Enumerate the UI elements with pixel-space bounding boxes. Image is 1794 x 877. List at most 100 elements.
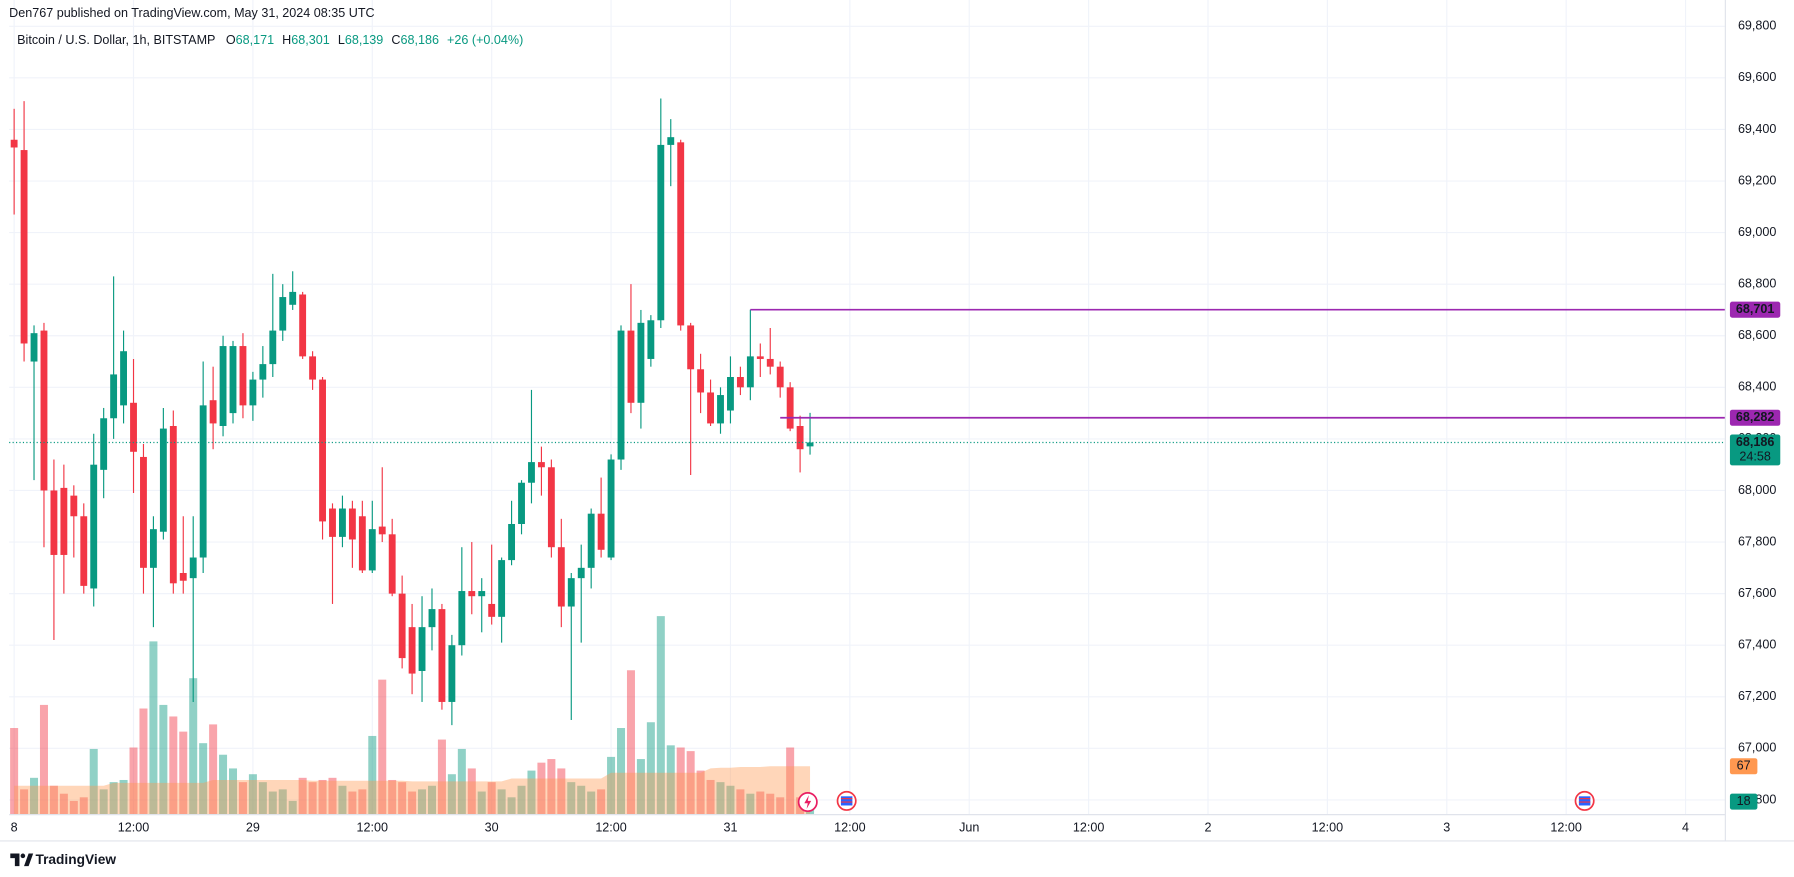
x-tick-label: 12:00	[118, 821, 149, 835]
volume-bar	[159, 704, 168, 815]
volume-bar	[577, 785, 586, 815]
candle-body	[498, 560, 506, 617]
candle-body	[110, 374, 118, 419]
candle-body	[159, 428, 167, 532]
volume-ma-area	[14, 766, 811, 815]
candle-body	[776, 366, 784, 388]
volume-bar	[686, 751, 695, 815]
volume-bar	[408, 791, 417, 815]
candle-body	[428, 609, 436, 628]
quote-value: 68,186	[400, 34, 438, 48]
y-tick-label: 67,200	[1738, 689, 1776, 703]
y-tick-label: 69,800	[1738, 19, 1776, 33]
volume-bar	[129, 747, 138, 815]
volume-bar	[517, 785, 526, 815]
candle-body	[199, 405, 207, 558]
candle-body	[140, 456, 147, 568]
candle-body	[746, 356, 754, 388]
brand-name: TradingView	[35, 852, 116, 867]
grid	[9, 0, 1726, 815]
volume-bar	[368, 735, 377, 815]
candle-body	[189, 557, 197, 579]
volume-bar	[229, 768, 238, 815]
y-tick-label: 68,400	[1738, 380, 1776, 394]
candle-body	[319, 379, 326, 522]
volume-bar	[268, 791, 277, 815]
candle-body	[149, 529, 157, 568]
volume-bar	[497, 789, 506, 815]
candle-body	[50, 490, 58, 555]
volume-bar	[567, 782, 576, 815]
countdown-label: 24:58	[1739, 450, 1770, 464]
candle-body	[100, 418, 108, 470]
candle-body	[756, 356, 764, 359]
candle-body	[518, 482, 525, 524]
candle-body	[169, 426, 177, 584]
x-tick-label: Jun	[959, 821, 979, 835]
volume-bar	[626, 670, 635, 815]
volume-bar	[99, 789, 108, 815]
candle-body	[90, 464, 98, 589]
volume-bar	[776, 797, 785, 815]
candle-body	[478, 591, 486, 597]
published-note: Den767 published on TradingView.com, May…	[9, 6, 374, 20]
x-tick-label: 4	[1682, 821, 1689, 835]
candle-body	[229, 346, 237, 414]
candle-body	[806, 442, 814, 447]
volume-bar	[786, 747, 795, 815]
volume-bar	[676, 747, 685, 815]
quote-value: 68,171	[236, 34, 274, 48]
candle-body	[687, 325, 695, 370]
event-icon	[797, 792, 818, 813]
volume-bar	[487, 782, 496, 815]
volume-bar	[189, 678, 198, 815]
volume-bar	[348, 791, 357, 815]
candle-body	[637, 322, 645, 403]
volume-bar	[507, 797, 516, 815]
candle-body	[30, 333, 38, 362]
volume-bar	[746, 793, 755, 815]
volume-bar	[199, 743, 208, 815]
candle-body	[508, 523, 516, 561]
candle-body	[488, 603, 496, 617]
candle-body	[80, 516, 88, 586]
x-tick-label: 30	[485, 821, 499, 835]
candle-body	[786, 387, 794, 429]
volume-bar	[617, 728, 626, 815]
candle-body	[547, 467, 555, 548]
volume-bar	[219, 754, 228, 815]
candle-body	[20, 150, 28, 344]
volume-bar	[398, 782, 407, 815]
volume-bar	[119, 779, 128, 815]
volume-bar	[388, 779, 397, 815]
y-tick-label: 69,400	[1738, 122, 1776, 136]
candle-body	[368, 529, 376, 571]
volume-bar	[89, 748, 98, 815]
volume-bar	[418, 789, 427, 815]
candle-body	[209, 400, 217, 424]
candle-body	[657, 144, 665, 321]
volume-bar	[20, 789, 29, 815]
volume-bar	[69, 800, 78, 815]
quote-key: O	[226, 34, 236, 48]
volume-bar	[557, 768, 566, 815]
volume-bar	[238, 782, 247, 815]
candle-body	[707, 392, 714, 424]
candle-body	[299, 294, 307, 357]
volume-bar	[527, 770, 536, 815]
volume-bar	[716, 782, 725, 815]
volume-bar	[467, 768, 476, 815]
volume-bar	[358, 789, 367, 815]
candle-body	[60, 487, 68, 555]
symbol-legend: Bitcoin / U.S. Dollar, 1h, BITSTAMP O68,…	[17, 34, 523, 48]
volume-bar	[318, 779, 327, 815]
x-tick-label: 12:00	[1550, 821, 1581, 835]
volume-bar	[338, 785, 347, 815]
candle-body	[239, 346, 247, 406]
x-tick-label: 12:00	[357, 821, 388, 835]
price-tag-label: 68,282	[1736, 410, 1774, 424]
price-tag-label: 68,186	[1736, 435, 1774, 449]
candle-body	[667, 137, 675, 145]
candle-body	[537, 462, 545, 468]
